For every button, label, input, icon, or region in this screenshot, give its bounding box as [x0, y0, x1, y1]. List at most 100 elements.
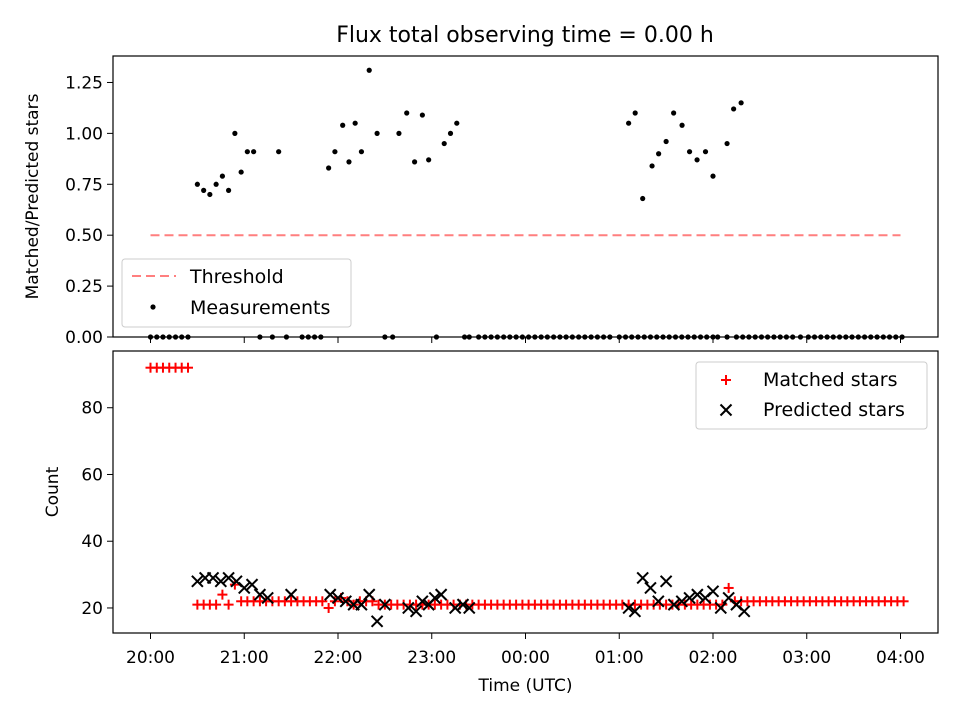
measurement-point	[326, 165, 332, 171]
measurement-point	[731, 106, 737, 112]
measurement-point	[649, 163, 655, 169]
ratio-y-tick-label: 1.25	[65, 73, 103, 93]
count-legend: Matched stars Predicted stars	[695, 361, 928, 430]
ratio-y-tick-label: 0.00	[65, 328, 103, 348]
measurement-point	[454, 120, 460, 126]
predicted-star-point	[253, 588, 267, 601]
measurement-point	[194, 181, 200, 187]
measurement-point	[238, 169, 244, 175]
count-x-ticks: 20:00 21:00 22:00 23:00 00:00 01:00 02:00 03:00…	[126, 633, 925, 668]
predicted-star-point	[409, 605, 423, 618]
chart-title: Flux total observing time = 0.00 h	[336, 23, 714, 48]
x-axis-label: Time (UTC)	[478, 676, 573, 696]
predicted-star-point	[738, 605, 751, 618]
count-x-tick-label: 01:00	[595, 648, 644, 668]
ratio-y-tick-label: 0.25	[65, 277, 103, 297]
predicted-star-point	[706, 585, 720, 598]
count-y-axis-label: Count	[43, 466, 63, 517]
matched-star-point	[317, 596, 328, 607]
count-x-tick-label: 22:00	[314, 648, 363, 668]
count-y-tick-label: 20	[81, 599, 103, 619]
count-x-tick-label: 21:00	[220, 648, 269, 668]
matched-star-point	[229, 579, 240, 590]
count-panel: 20 40 60 80 20:00 21:00 22:00 23:00 00:00 01:00 0…	[43, 350, 939, 696]
measurement-point	[710, 173, 716, 179]
predicted-star-point	[644, 581, 657, 595]
ratio-axes-frame	[112, 55, 939, 338]
predicted-star-point	[370, 615, 384, 628]
legend-predicted-label: Predicted stars	[763, 399, 905, 421]
predicted-star-point	[622, 601, 635, 615]
measurement-point	[346, 159, 352, 165]
measurement-point	[213, 181, 219, 187]
ratio-panel: 0.00 0.25 0.50 0.75 1.00 1.25 Matched/Predict…	[23, 55, 939, 348]
measurement-point	[679, 122, 685, 128]
predicted-star-point	[628, 605, 642, 618]
legend-matched-swatch	[721, 375, 731, 385]
predicted-star-point	[261, 591, 274, 605]
measurement-point	[201, 187, 207, 193]
measurement-point	[366, 67, 372, 73]
measurement-point	[358, 149, 365, 155]
predicted-star-point	[434, 588, 448, 601]
count-y-ticks: 20 40 60 80	[81, 399, 113, 619]
measurement-point	[232, 130, 238, 136]
count-x-tick-label: 03:00	[782, 648, 831, 668]
ratio-y-axis-label: Matched/Predicted stars	[23, 93, 43, 299]
measurement-point	[694, 157, 700, 163]
predicted-stars-points	[191, 571, 751, 628]
predicted-star-point	[463, 601, 476, 615]
measurement-point	[251, 149, 257, 155]
predicted-star-point	[659, 575, 673, 588]
measurement-point	[640, 195, 646, 202]
measurement-point	[671, 110, 677, 116]
predicted-star-point	[355, 598, 368, 611]
measurement-point	[396, 130, 402, 136]
matched-star-point	[723, 582, 734, 593]
predicted-star-point	[245, 578, 259, 591]
measurement-point	[663, 138, 669, 145]
measurement-point	[352, 120, 358, 126]
matched-star-point	[898, 596, 909, 607]
count-legend-box	[695, 361, 928, 430]
ratio-y-tick-label: 0.50	[65, 226, 103, 246]
count-x-tick-label: 00:00	[501, 648, 550, 668]
measurement-point	[219, 173, 226, 179]
measurement-point	[724, 140, 730, 147]
predicted-star-point	[324, 588, 337, 601]
measurement-point	[332, 149, 338, 155]
predicted-star-point	[206, 571, 220, 585]
matched-star-point	[217, 589, 228, 600]
measurement-point	[702, 149, 709, 155]
count-x-tick-label: 23:00	[407, 648, 456, 668]
predicted-star-point	[222, 571, 235, 585]
ratio-y-ticks: 0.00 0.25 0.50 0.75 1.00 1.25	[65, 73, 113, 348]
measurement-point	[656, 151, 662, 157]
matched-star-point	[223, 599, 234, 610]
measurement-point	[411, 159, 418, 165]
legend-predicted-marker	[719, 403, 733, 417]
ratio-y-tick-label: 1.00	[65, 124, 103, 144]
measurement-point	[626, 120, 632, 126]
measurement-point	[374, 130, 380, 136]
predicted-star-point	[683, 591, 696, 605]
legend-matched-marker	[721, 375, 731, 385]
predicted-star-point	[402, 601, 415, 615]
measurement-point	[441, 140, 447, 147]
predicted-star-point	[238, 581, 251, 595]
count-x-tick-label: 02:00	[689, 648, 738, 668]
predicted-star-point	[214, 575, 228, 588]
legend-measurements-swatch	[150, 304, 156, 310]
predicted-star-point	[428, 591, 442, 605]
predicted-star-point	[636, 571, 649, 585]
legend-predicted-swatch	[719, 403, 733, 417]
measurement-point	[686, 149, 693, 155]
count-x-tick-label: 20:00	[126, 648, 175, 668]
measurement-point	[447, 130, 454, 136]
count-y-tick-label: 40	[81, 532, 103, 552]
ratio-legend-box	[121, 258, 352, 328]
count-axes-frame	[112, 350, 939, 634]
predicted-star-point	[652, 595, 665, 608]
measurement-point	[419, 112, 425, 118]
